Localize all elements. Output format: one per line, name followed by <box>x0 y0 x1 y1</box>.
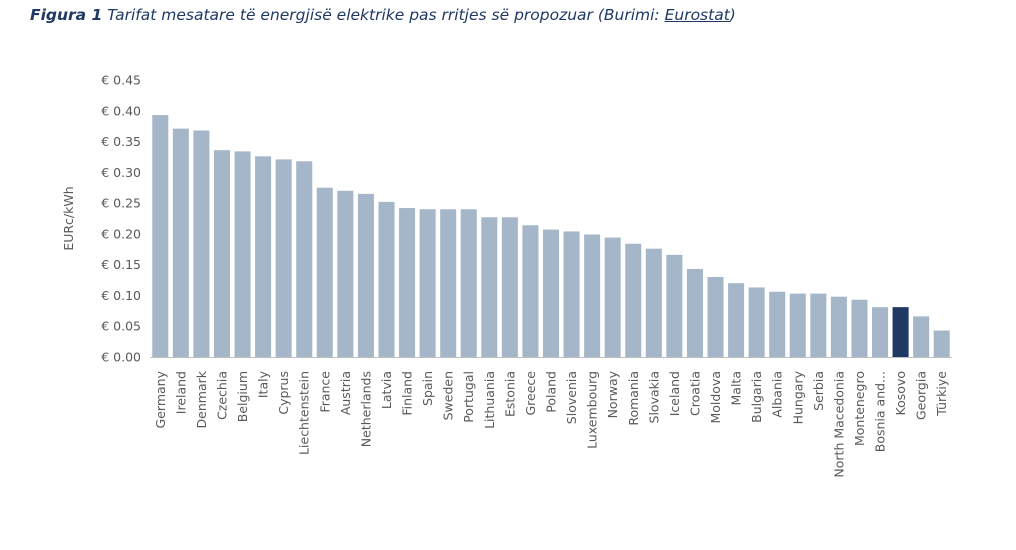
category-label: Italy <box>256 370 271 398</box>
y-axis-ticks: € 0.00 € 0.05 € 0.10 € 0.15 € 0.20 € 0.25 € 0.… <box>101 73 141 365</box>
category-label: Montenegro <box>852 371 867 446</box>
y-tick-label: € 0.20 <box>101 226 141 241</box>
category-label: Finland <box>400 371 415 416</box>
bar-spain <box>419 209 436 357</box>
bar-north-macedonia <box>830 296 847 357</box>
bar-denmark <box>193 130 210 357</box>
bar-latvia <box>378 201 395 357</box>
category-label: Poland <box>544 371 559 413</box>
category-label: Serbia <box>811 371 826 411</box>
category-label: Spain <box>420 371 435 406</box>
bar-sweden <box>440 209 457 357</box>
bar-bosnia-and <box>872 307 889 357</box>
category-label: Sweden <box>441 371 456 420</box>
category-label: Malta <box>729 371 744 405</box>
category-label: Moldova <box>708 371 723 424</box>
category-label: Georgia <box>914 371 929 420</box>
bar-slovakia <box>645 248 662 357</box>
bar-germany <box>152 115 169 357</box>
bar-hungary <box>789 293 806 357</box>
category-label: Liechtenstein <box>297 371 312 455</box>
bar-serbia <box>810 293 827 357</box>
category-label: Greece <box>523 371 538 416</box>
bar-ireland <box>172 128 189 357</box>
category-label: Croatia <box>687 371 702 416</box>
category-label: Cyprus <box>276 371 291 415</box>
bar-norway <box>604 237 621 357</box>
category-label: Romania <box>626 371 641 426</box>
category-label: North Macedonia <box>831 371 846 478</box>
category-label: Lithuania <box>482 371 497 429</box>
caption-text: Tarifat mesatare të energjisë elektrike … <box>107 6 665 24</box>
y-tick-label: € 0.15 <box>101 257 141 272</box>
y-tick-label: € 0.05 <box>101 319 141 334</box>
category-label: Luxembourg <box>585 371 600 449</box>
category-label: Kosovo <box>893 371 908 415</box>
category-label: Belgium <box>235 371 250 422</box>
bar-austria <box>337 190 354 357</box>
category-label: Slovenia <box>564 371 579 424</box>
bar-kosovo <box>892 307 909 357</box>
figure-caption: Figura 1 Tarifat mesatare të energjisë e… <box>30 6 736 24</box>
bar-montenegro <box>851 299 868 357</box>
bar-malta <box>728 283 745 357</box>
category-label: Bulgaria <box>749 371 764 423</box>
y-tick-label: € 0.10 <box>101 288 141 303</box>
bar-finland <box>399 208 416 357</box>
category-label: Estonia <box>502 371 517 417</box>
bar-croatia <box>686 268 703 357</box>
y-axis-label: EURc/kWh <box>61 186 76 250</box>
category-label: Iceland <box>667 371 682 416</box>
y-tick-label: € 0.25 <box>101 196 141 211</box>
y-tick-label: € 0.00 <box>101 350 141 365</box>
category-label: Norway <box>605 370 620 418</box>
bar-lithuania <box>481 217 498 357</box>
source-link[interactable]: Eurostat <box>664 6 730 24</box>
bar-greece <box>522 225 539 357</box>
bar-estonia <box>501 217 518 357</box>
bar-romania <box>625 243 642 357</box>
category-label: Bosnia and... <box>873 371 888 452</box>
category-labels: Germany Ireland Denmark Czechia Belgium Italy… <box>153 370 949 477</box>
bar-czechia <box>213 150 230 357</box>
bar-liechtenstein <box>296 161 313 357</box>
y-tick-label: € 0.40 <box>101 103 141 118</box>
bar-georgia <box>913 316 930 357</box>
figure-label: Figura 1 <box>30 6 103 24</box>
category-label: Czechia <box>214 371 229 420</box>
bar-netherlands <box>357 193 374 357</box>
category-label: France <box>317 371 332 413</box>
y-tick-label: € 0.30 <box>101 165 141 180</box>
category-label: Portugal <box>461 371 476 423</box>
y-tick-label: € 0.45 <box>101 73 141 88</box>
caption-closing: ) <box>729 6 736 24</box>
bar-italy <box>255 156 272 357</box>
bar-moldova <box>707 276 724 357</box>
bar-france <box>316 187 333 357</box>
bar-albania <box>769 291 786 357</box>
bar-slovenia <box>563 231 580 357</box>
category-label: Latvia <box>379 371 394 409</box>
category-label: Türkiye <box>934 371 949 417</box>
category-label: Germany <box>153 370 168 428</box>
category-label: Albania <box>770 371 785 418</box>
category-label: Netherlands <box>358 371 373 447</box>
y-tick-label: € 0.35 <box>101 134 141 149</box>
bar-cyprus <box>275 159 292 357</box>
bar-bulgaria <box>748 287 765 357</box>
category-label: Denmark <box>194 370 209 428</box>
category-label: Slovakia <box>646 371 661 423</box>
bar-belgium <box>234 151 251 357</box>
bars <box>152 115 950 357</box>
bar-poland <box>542 229 560 357</box>
bar-t-rkiye <box>933 330 950 357</box>
category-label: Austria <box>338 371 353 415</box>
category-label: Ireland <box>173 371 188 414</box>
bar-iceland <box>666 254 683 357</box>
bar-luxembourg <box>584 234 601 357</box>
bar-portugal <box>460 209 477 357</box>
category-label: Hungary <box>790 370 805 424</box>
